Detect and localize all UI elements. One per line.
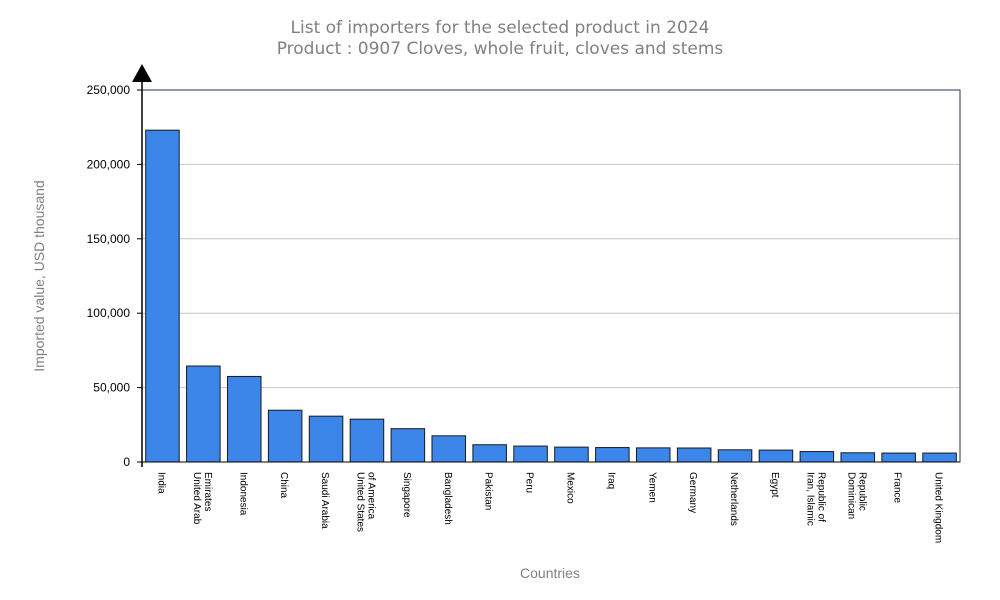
bar (267, 409, 303, 463)
x-tick-label: United Arab Emirates (191, 472, 213, 525)
x-tick-label: Germany (687, 472, 698, 513)
x-tick-label-line: Peru (524, 472, 535, 493)
x-tick-label-line: Republic (856, 472, 867, 511)
y-tick-label: 250,000 (87, 83, 131, 97)
bar (390, 428, 426, 463)
bar (881, 452, 916, 463)
y-tick-label: 50,000 (93, 381, 130, 395)
bar (799, 451, 835, 463)
x-tick-label-line: Pakistan (483, 472, 494, 510)
bar (431, 435, 467, 463)
x-tick-label: Iran, Islamic Republic of (804, 472, 826, 526)
x-axis-category-labels: India United Arab Emirates Indonesia China Sa… (155, 472, 943, 543)
y-axis-ticks: 0 50,000 100,000 150,000 200,000 250,000 (87, 83, 142, 469)
y-tick-label: 200,000 (87, 157, 131, 171)
x-tick-label: Iraq (605, 472, 616, 489)
x-tick-label-line: India (155, 472, 166, 494)
x-tick-label: Mexico (564, 472, 575, 504)
x-tick-label-line: United Kingdom (933, 472, 944, 543)
bar (717, 449, 753, 463)
x-tick-label: Singapore (401, 472, 412, 518)
bar (349, 418, 385, 463)
x-tick-label-line: Dominican (845, 472, 856, 519)
x-tick-label: Netherlands (728, 472, 739, 526)
x-tick-label: Peru (524, 472, 535, 493)
grid-lines (142, 163, 960, 389)
bar (472, 444, 507, 463)
chart-title-block: List of importers for the selected produ… (0, 18, 1000, 60)
x-tick-label: China (278, 472, 289, 499)
bar (226, 375, 262, 463)
x-tick-label-line: Egypt (769, 472, 780, 498)
x-tick-label: United Kingdom (933, 472, 944, 543)
x-tick-label-line: United Arab (191, 472, 202, 525)
y-tick-label: 100,000 (87, 306, 131, 320)
bar (595, 447, 630, 463)
x-tick-label-line: Yemen (646, 472, 657, 503)
x-tick-label: Bangladesh (442, 472, 453, 525)
bar (922, 452, 957, 463)
x-tick-label-line: Singapore (401, 472, 412, 518)
y-tick-label: 0 (123, 455, 130, 469)
x-tick-label-line: Iran, Islamic (804, 472, 815, 526)
axes (132, 64, 960, 467)
x-tick-label: India (155, 472, 166, 494)
x-tick-label-line: China (278, 472, 289, 499)
x-tick-label: Dominican Republic (845, 472, 867, 519)
x-tick-label-line: France (892, 472, 903, 504)
plot-frame (141, 89, 961, 463)
chart-title: List of importers for the selected produ… (290, 18, 710, 38)
x-tick-label-line: Indonesia (237, 472, 248, 516)
x-tick-label-line: Iraq (605, 472, 616, 489)
x-tick-label: Indonesia (237, 472, 248, 516)
x-axis-title: Countries (520, 565, 580, 581)
y-axis-title: Imported value, USD thousand (31, 180, 47, 371)
x-tick-label: Yemen (646, 472, 657, 503)
x-tick-label-line: of America (365, 472, 376, 520)
bar (308, 415, 344, 463)
x-tick-label: Saudi Arabia (319, 472, 330, 529)
x-tick-label-line: Emirates (202, 472, 213, 511)
x-tick-label-line: Saudi Arabia (319, 472, 330, 529)
x-tick-label: United States of America (354, 472, 376, 532)
x-tick-label-line: Mexico (564, 472, 575, 504)
x-tick-label: Egypt (769, 472, 780, 498)
x-tick-label-line: Bangladesh (442, 472, 453, 525)
y-axis-arrow-icon (132, 64, 152, 82)
x-tick-label-line: United States (354, 472, 365, 532)
bars (145, 129, 957, 463)
bar (145, 129, 180, 463)
x-tick-label-line: Netherlands (728, 472, 739, 526)
x-tick-label-line: Republic of (815, 472, 826, 522)
y-tick-label: 150,000 (87, 232, 131, 246)
x-tick-label-line: Germany (687, 472, 698, 513)
bar (635, 447, 671, 463)
bar (676, 447, 712, 463)
bar (513, 445, 548, 463)
x-tick-label: Pakistan (483, 472, 494, 510)
chart-subtitle: Product : 0907 Cloves, whole fruit, clov… (276, 39, 724, 59)
bar (840, 452, 876, 463)
bar (758, 449, 794, 463)
bar (186, 365, 221, 463)
x-tick-label: France (892, 472, 903, 504)
bar (554, 446, 589, 463)
